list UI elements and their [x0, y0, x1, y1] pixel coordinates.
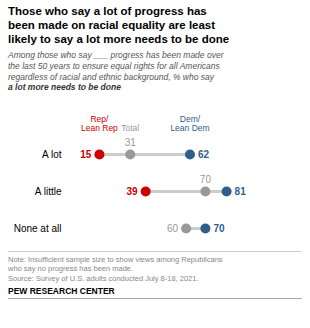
html-text:Source: Survey of U.S. adults: Source: Survey of U.S. adults conducted … [8, 273, 199, 283]
html-text:regardless of racial and ethni: regardless of racial and ethnic backgrou… [8, 71, 214, 82]
svg-text:Total: Total [121, 122, 139, 132]
svg-text:None at all: None at all [14, 223, 62, 234]
html-text:Among those who say ___ progre: Among those who say ___ progress has bee… [8, 50, 224, 61]
svg-text:31: 31 [125, 137, 137, 148]
svg-text:81: 81 [235, 186, 247, 197]
html-text:who say no progress has been m: who say no progress has been made. [8, 264, 134, 274]
svg-text:A lot: A lot [42, 149, 62, 160]
svg-text:62: 62 [198, 149, 210, 160]
html-text:a lot more needs to be done: a lot more needs to be done [8, 82, 121, 93]
svg-text:Rep/Lean Rep: Rep/Lean Rep [81, 114, 118, 133]
svg-text:Dem/Lean Dem: Dem/Lean Dem [170, 114, 209, 133]
html-text:Note: Insufficient sample size: Note: Insufficient sample size to show v… [8, 254, 223, 264]
svg-text:A little: A little [35, 186, 62, 197]
svg-text:60: 60 [167, 223, 179, 234]
svg-text:70: 70 [213, 223, 225, 234]
html-text:PEW RESEARCH CENTER: PEW RESEARCH CENTER [8, 286, 115, 296]
svg-text:70: 70 [200, 174, 212, 185]
svg-text:39: 39 [127, 186, 139, 197]
html-text:Those who say a lot of progres: Those who say a lot of progress has been… [8, 5, 230, 45]
html-text:the last 50 years to ensure eq: the last 50 years to ensure equal rights… [8, 61, 220, 71]
svg-text:15: 15 [80, 149, 92, 160]
